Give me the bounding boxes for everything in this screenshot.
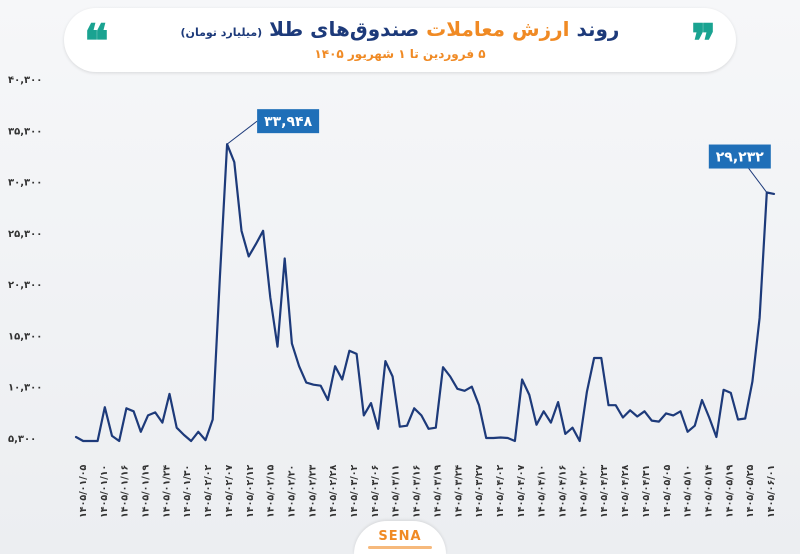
y-tick-label: ۴۰,۳۰۰ [8, 75, 42, 86]
annotation-label: ۲۹,۲۳۲ [716, 150, 764, 166]
x-tick-label: ۱۴۰۵/۰۱/۲۴ [161, 464, 172, 518]
x-tick-label: ۱۴۰۵/۰۳/۱۱ [391, 465, 402, 518]
x-tick-label: ۱۴۰۵/۰۱/۳۰ [182, 465, 193, 518]
x-tick-label: ۱۴۰۵/۰۴/۲۳ [599, 464, 610, 518]
x-tick-label: ۱۴۰۵/۰۱/۰۵ [78, 464, 89, 518]
y-tick-label: ۳۵,۳۰۰ [8, 126, 42, 137]
logo-underline [368, 546, 432, 549]
x-tick-label: ۱۴۰۵/۰۴/۲۸ [620, 464, 631, 518]
x-tick-label: ۱۴۰۵/۰۵/۰۵ [662, 464, 673, 518]
x-tick-label: ۱۴۰۵/۰۳/۲۴ [453, 464, 464, 518]
annotation-label: ۳۳,۹۴۸ [264, 114, 312, 130]
y-tick-label: ۱۵,۳۰۰ [8, 331, 42, 342]
x-tick-label: ۱۴۰۵/۰۳/۲۷ [474, 464, 485, 518]
x-tick-label: ۱۴۰۵/۰۳/۱۹ [432, 464, 443, 518]
x-tick-label: ۱۴۰۵/۰۲/۰۷ [224, 464, 235, 518]
x-tick-label: ۱۴۰۵/۰۲/۱۵ [266, 464, 277, 518]
y-tick-label: ۱۰,۳۰۰ [8, 383, 42, 394]
x-tick-label: ۱۴۰۵/۰۱/۱۰ [99, 465, 110, 518]
x-tick-label: ۱۴۰۵/۰۲/۰۲ [203, 464, 214, 518]
logo-text: SENA [354, 529, 446, 544]
x-tick-label: ۱۴۰۵/۰۴/۱۰ [537, 465, 548, 518]
x-tick-label: ۱۴۰۵/۰۲/۲۸ [328, 464, 339, 518]
x-tick-label: ۱۴۰۵/۰۴/۱۶ [558, 465, 569, 518]
x-tick-label: ۱۴۰۵/۰۲/۲۰ [286, 465, 297, 518]
x-tick-label: ۱۴۰۵/۰۴/۳۱ [641, 465, 652, 518]
x-tick-label: ۱۴۰۵/۰۵/۲۵ [745, 464, 756, 518]
x-tick-label: ۱۴۰۵/۰۴/۰۷ [516, 464, 527, 518]
x-tick-label: ۱۴۰۵/۰۱/۱۶ [120, 465, 131, 518]
series-line [76, 144, 774, 441]
x-tick-label: ۱۴۰۵/۰۶/۰۱ [766, 465, 777, 518]
x-tick-label: ۱۴۰۵/۰۳/۱۶ [412, 465, 423, 518]
annotation-leader [227, 121, 257, 144]
x-tick-label: ۱۴۰۵/۰۲/۱۲ [245, 464, 256, 518]
x-tick-label: ۱۴۰۵/۰۵/۱۹ [724, 464, 735, 518]
x-tick-label: ۱۴۰۵/۰۳/۰۲ [349, 464, 360, 518]
y-tick-label: ۳۰,۳۰۰ [8, 178, 42, 189]
x-tick-label: ۱۴۰۵/۰۳/۰۶ [370, 465, 381, 518]
x-tick-label: ۱۴۰۵/۰۱/۱۹ [141, 464, 152, 518]
x-tick-label: ۱۴۰۵/۰۴/۰۲ [495, 464, 506, 518]
x-tick-label: ۱۴۰۵/۰۵/۱۴ [703, 464, 714, 518]
y-tick-label: ۵,۳۰۰ [8, 434, 36, 445]
x-tick-label: ۱۴۰۵/۰۵/۱۰ [683, 465, 694, 518]
y-tick-label: ۲۵,۳۰۰ [8, 229, 42, 240]
y-tick-label: ۲۰,۳۰۰ [8, 280, 42, 291]
x-tick-label: ۱۴۰۵/۰۴/۲۰ [578, 465, 589, 518]
x-tick-label: ۱۴۰۵/۰۲/۲۳ [307, 464, 318, 518]
